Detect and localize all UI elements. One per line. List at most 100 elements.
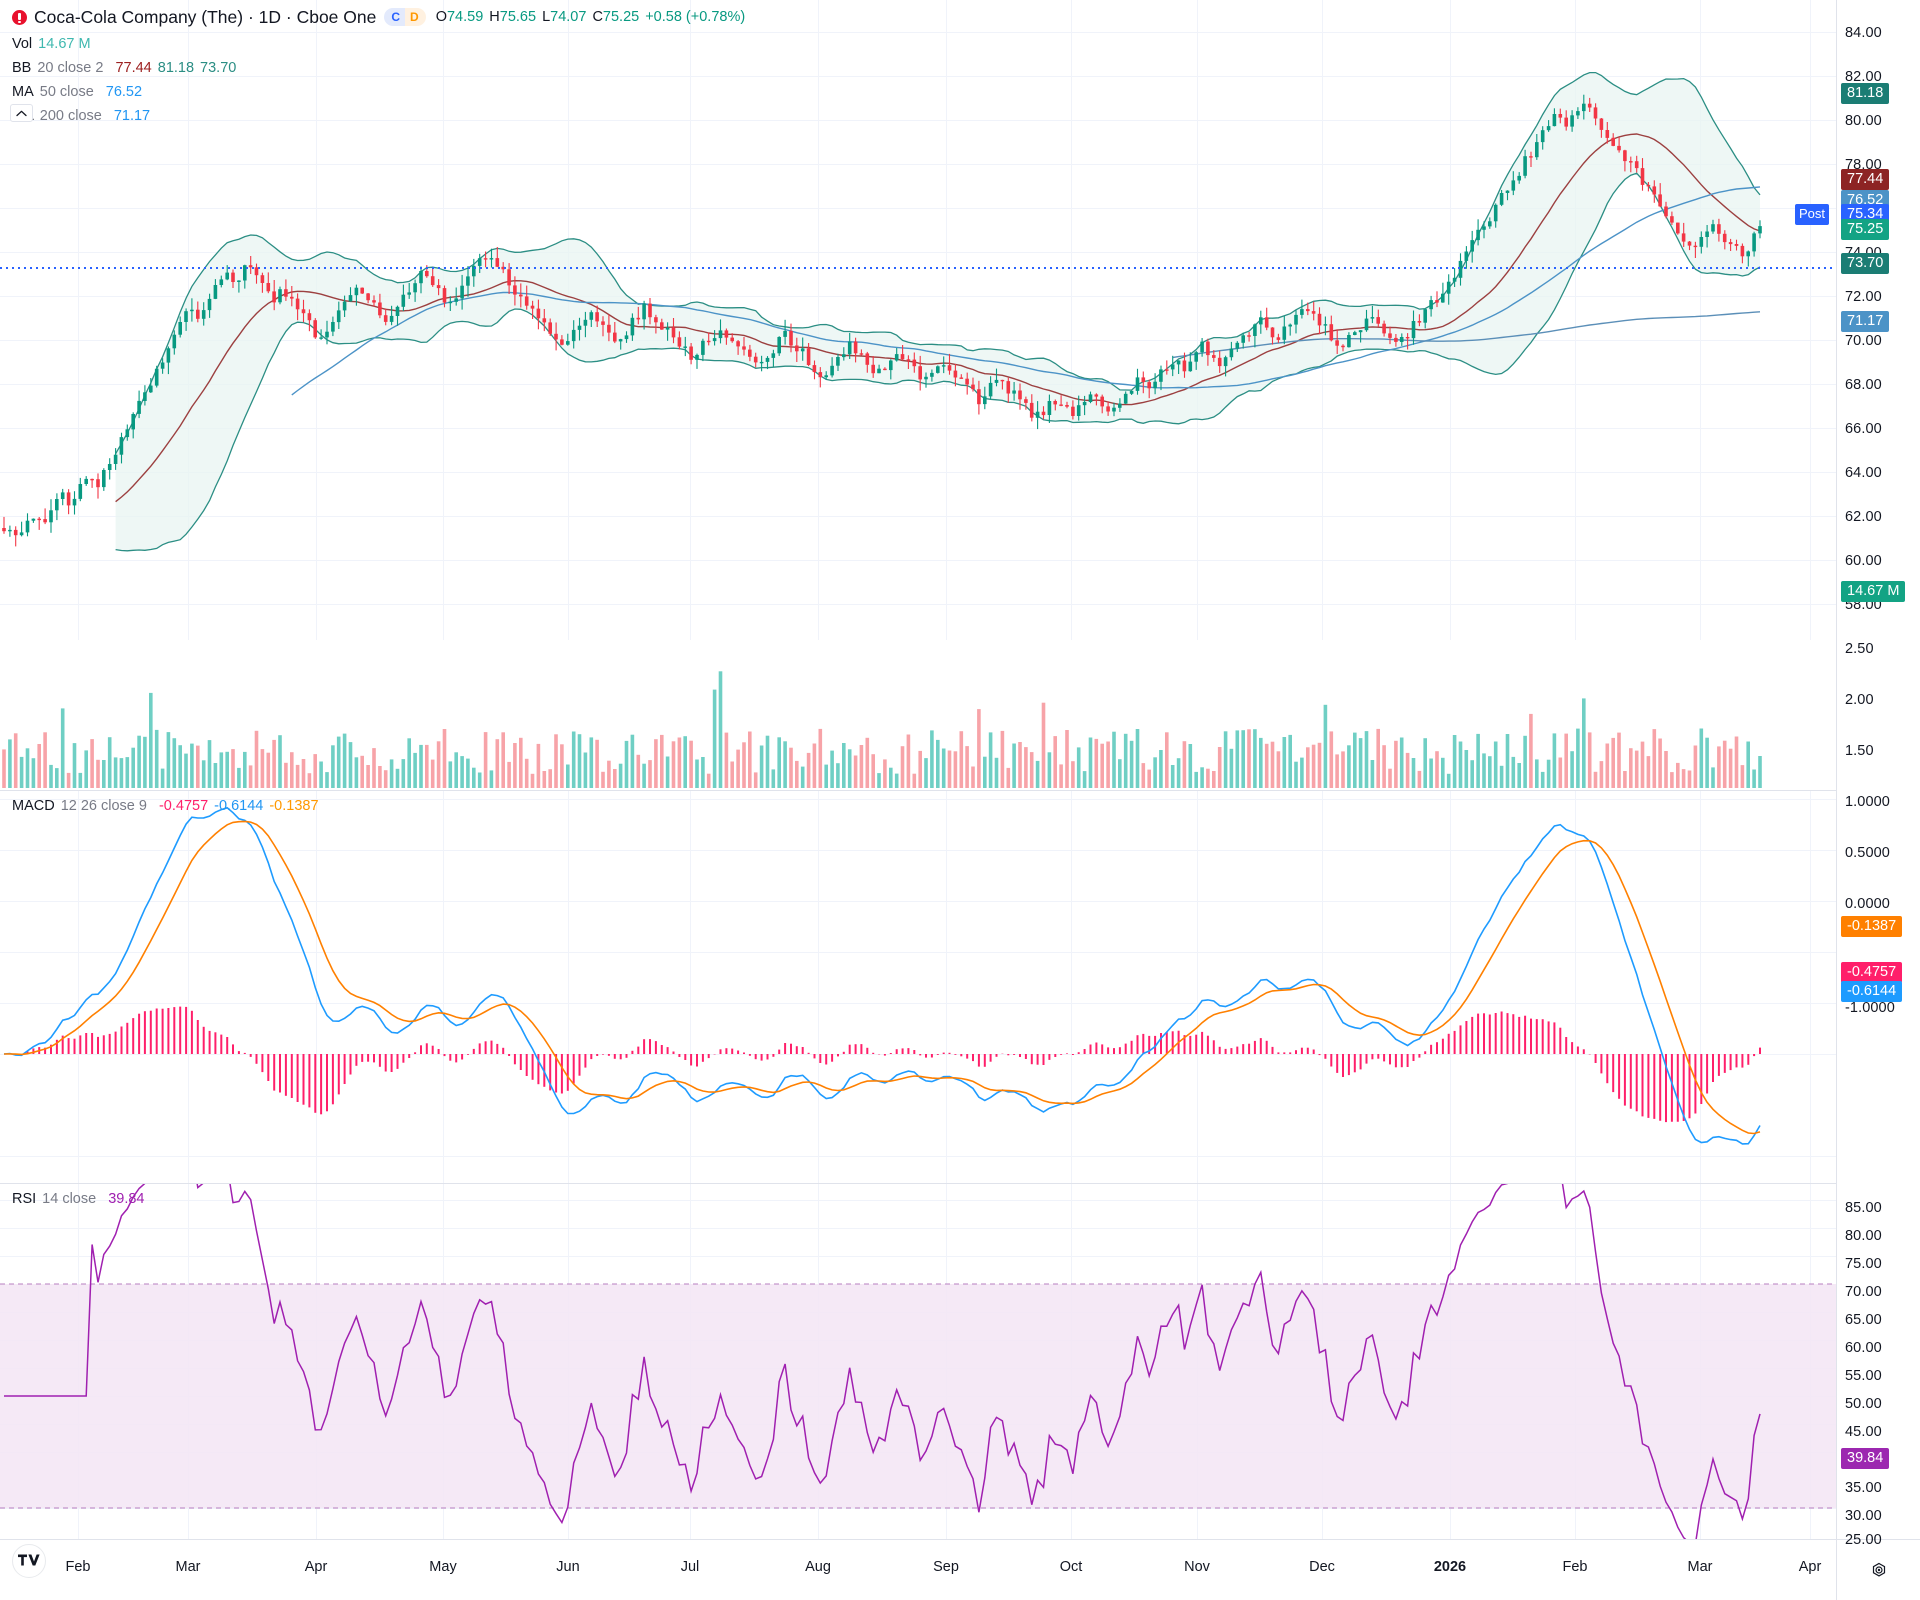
macd-scale-tick: 0.5000: [1845, 845, 1890, 861]
ma50-legend-value: 76.52: [105, 84, 143, 100]
rsi-scale-tick: 30.00: [1845, 1508, 1882, 1524]
gridline: [946, 0, 947, 640]
gridline: [0, 516, 1836, 517]
gridline: [1700, 791, 1701, 1183]
gridline: [0, 252, 1836, 253]
macd-pane[interactable]: [0, 791, 1836, 1183]
macd-line-value: -0.6144: [214, 798, 264, 814]
macd-scale-tick: 0.0000: [1845, 896, 1890, 912]
tradingview-logo-icon[interactable]: [12, 1544, 46, 1578]
price-scale[interactable]: 84.00 82.00 80.00 78.00 76.00 74.00 72.0…: [1795, 0, 1920, 1548]
time-label: Mar: [175, 1559, 201, 1575]
time-axis[interactable]: Feb Mar Apr May Jun Jul Aug Sep Oct Nov …: [0, 1539, 1836, 1600]
scale-tick: 60.00: [1845, 553, 1882, 569]
gridline: [0, 1156, 1836, 1157]
scale-tick: 64.00: [1845, 465, 1882, 481]
session-badge[interactable]: C D: [384, 8, 426, 26]
page-title: Coca-Cola Company (The) · 1D · Cboe One: [34, 7, 377, 27]
macd-scale-tick: -1.0000: [1845, 1000, 1895, 1016]
ohlc-o-label: O: [435, 9, 447, 25]
pane-divider[interactable]: [0, 1183, 1920, 1184]
ma200-legend-params: 200 close: [39, 108, 102, 124]
gridline: [0, 560, 1836, 561]
gridline: [690, 791, 691, 1183]
scale-tick: 66.00: [1845, 421, 1882, 437]
gridline: [443, 791, 444, 1183]
last-price-badge: 75.25: [1841, 219, 1890, 240]
gridline: [316, 791, 317, 1183]
macd-signal-badge: -0.1387: [1841, 916, 1903, 937]
pane-divider[interactable]: [0, 790, 1920, 791]
rsi-scale-tick: 50.00: [1845, 1396, 1882, 1412]
coca-cola-logo-icon: [12, 9, 27, 25]
gridline: [0, 208, 1836, 209]
gridline: [568, 791, 569, 1183]
macd-scale-tick: 1.50: [1845, 743, 1874, 759]
time-label: Apr: [1798, 1559, 1822, 1575]
chart-settings-button[interactable]: [1836, 1539, 1920, 1600]
ohlc-l-label: L: [542, 9, 551, 25]
gridline: [1575, 791, 1576, 1183]
rsi-legend-label: RSI: [12, 1191, 37, 1207]
ma200-badge: 71.17: [1841, 311, 1890, 332]
time-label: Feb: [65, 1559, 91, 1575]
bb-basis-value: 77.44: [115, 60, 152, 76]
price-pane[interactable]: [0, 0, 1836, 640]
rsi-scale-tick: 45.00: [1845, 1424, 1882, 1440]
ohlc-c-value: 75.25: [602, 9, 640, 25]
bb-upper-value: 81.18: [157, 60, 195, 76]
gridline: [0, 164, 1836, 165]
gridline: [0, 1228, 1836, 1229]
macd-signal-value: -0.1387: [269, 798, 319, 814]
rsi-legend[interactable]: RSI 14 close 39.84: [12, 1189, 144, 1209]
gridline: [0, 952, 1836, 953]
gridline: [818, 0, 819, 640]
rsi-canvas: [0, 1184, 1836, 1539]
gridline: [0, 1054, 1836, 1055]
ohlc-l-value: 74.07: [550, 9, 587, 25]
scale-tick: 62.00: [1845, 509, 1882, 525]
bb-upper-badge: 81.18: [1841, 83, 1890, 104]
macd-legend-params: 12 26 close 9: [60, 798, 147, 814]
time-label: Apr: [304, 1559, 328, 1575]
chevron-up-icon: [16, 110, 27, 116]
rsi-scale-tick: 60.00: [1845, 1340, 1882, 1356]
gridline: [1197, 0, 1198, 640]
price-legend[interactable]: Coca-Cola Company (The) · 1D · Cboe One …: [12, 5, 745, 126]
time-label: Jun: [556, 1559, 580, 1575]
bb-legend-label: BB: [12, 60, 32, 76]
macd-scale-tick: 1.0000: [1845, 794, 1890, 810]
gridline: [0, 850, 1836, 851]
rsi-scale-tick: 55.00: [1845, 1368, 1882, 1384]
ma50-legend-row[interactable]: MA 50 close 76.52: [12, 82, 745, 102]
gridline: [0, 1003, 1836, 1004]
rsi-scale-tick: 25.00: [1845, 1532, 1882, 1548]
symbol-title-row[interactable]: Coca-Cola Company (The) · 1D · Cboe One …: [12, 5, 745, 29]
volume-pane[interactable]: [0, 580, 1836, 790]
rsi-scale-tick: 70.00: [1845, 1284, 1882, 1300]
macd-legend[interactable]: MACD 12 26 close 9 -0.4757 -0.6144 -0.13…: [12, 796, 319, 816]
time-label: May: [429, 1559, 457, 1575]
ma200-legend-row[interactable]: MA 200 close 71.17: [12, 106, 745, 126]
gridline: [1575, 0, 1576, 640]
gridline: [0, 296, 1836, 297]
volume-legend-row[interactable]: Vol 14.67 M: [12, 34, 745, 54]
rsi-legend-row[interactable]: RSI 14 close 39.84: [12, 1189, 144, 1209]
gridline: [0, 1200, 1836, 1201]
rsi-pane[interactable]: [0, 1184, 1836, 1539]
post-market-price-line: [0, 267, 1836, 269]
gridline: [0, 340, 1836, 341]
rsi-legend-params: 14 close: [42, 1191, 97, 1207]
rsi-value-badge: 39.84: [1841, 1448, 1890, 1469]
tradingview-glyph-icon: [18, 1554, 40, 1566]
collapse-legend-button[interactable]: [10, 104, 33, 122]
session-badge-d: D: [405, 8, 426, 26]
gridline: [0, 120, 1836, 121]
scale-tick: 70.00: [1845, 333, 1882, 349]
bb-legend-row[interactable]: BB 20 close 2 77.44 81.18 73.70: [12, 58, 745, 78]
gear-icon: [1872, 1562, 1885, 1577]
gridline: [1071, 791, 1072, 1183]
gridline: [78, 0, 79, 640]
macd-legend-row[interactable]: MACD 12 26 close 9 -0.4757 -0.6144 -0.13…: [12, 796, 319, 816]
macd-legend-label: MACD: [12, 798, 55, 814]
